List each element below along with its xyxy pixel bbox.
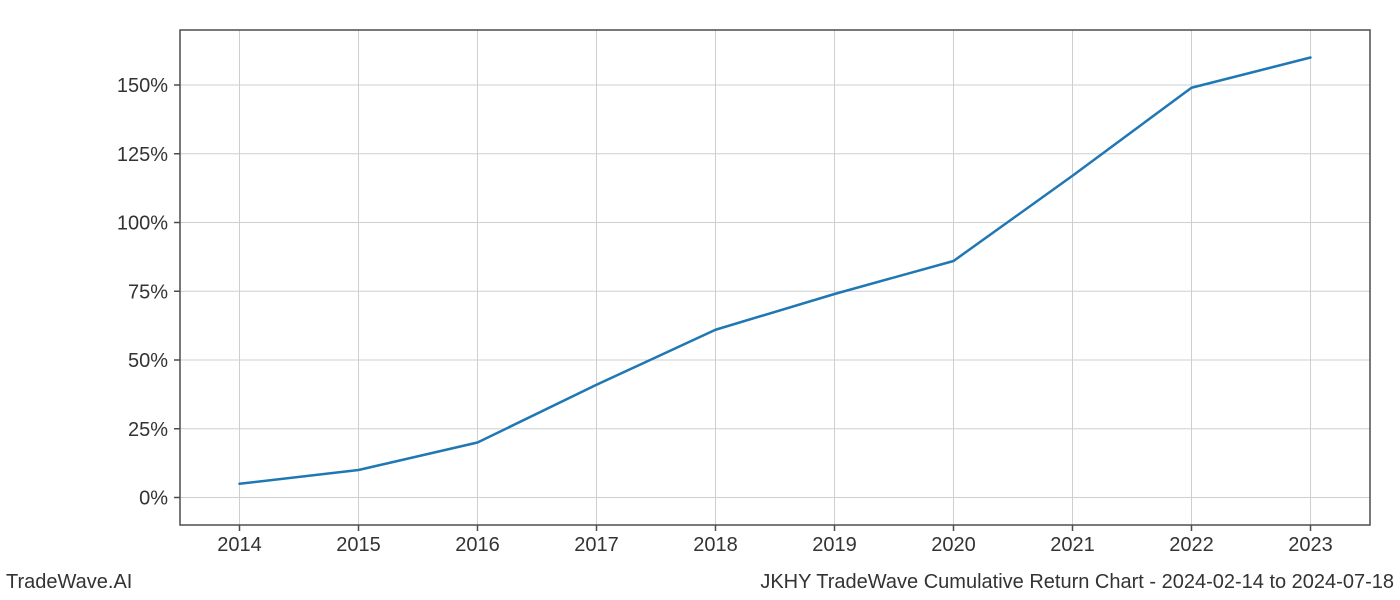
x-tick-label: 2016 — [455, 534, 500, 556]
y-tick-label: 50% — [128, 350, 168, 372]
y-tick-label: 75% — [128, 281, 168, 303]
footer-brand: TradeWave.AI — [6, 571, 132, 594]
cumulative-return-chart: 2014 2015 2016 2017 2018 2019 2020 2021 2022 2023… — [0, 0, 1400, 600]
x-tick-label: 2017 — [574, 534, 619, 556]
x-tick-label: 2022 — [1169, 534, 1214, 556]
y-tick-label: 150% — [117, 75, 168, 97]
x-tick-label: 2018 — [693, 534, 738, 556]
x-tick-label: 2021 — [1050, 534, 1095, 556]
y-tick-label: 0% — [139, 488, 168, 510]
y-tick-label: 25% — [128, 419, 168, 441]
y-tick-label: 100% — [117, 213, 168, 235]
x-tick-label: 2023 — [1288, 534, 1333, 556]
x-tick-label: 2019 — [812, 534, 857, 556]
footer-caption: JKHY TradeWave Cumulative Return Chart -… — [760, 571, 1394, 594]
x-tick-label: 2014 — [217, 534, 262, 556]
y-tick-label: 125% — [117, 144, 168, 166]
x-tick-label: 2020 — [931, 534, 976, 556]
x-tick-label: 2015 — [336, 534, 381, 556]
